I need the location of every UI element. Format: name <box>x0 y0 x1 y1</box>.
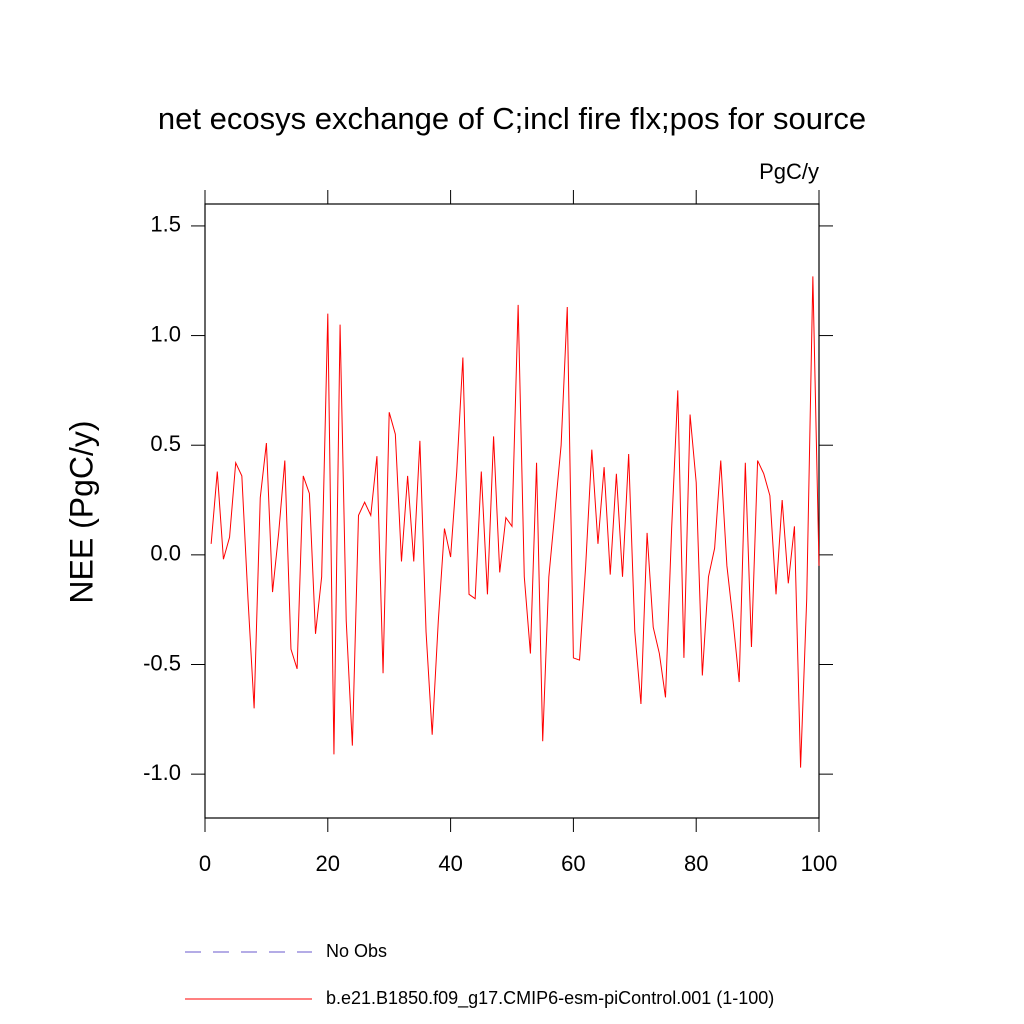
y-tick-label: -1.0 <box>143 760 181 785</box>
data-line <box>210 276 820 768</box>
x-tick-label: 80 <box>684 851 708 876</box>
x-tick-label: 40 <box>438 851 462 876</box>
y-axis-label: NEE (PgC/y) <box>63 420 99 603</box>
x-tick-label: 20 <box>316 851 340 876</box>
chart-title: net ecosys exchange of C;incl fire flx;p… <box>158 101 866 136</box>
y-tick-label: 1.0 <box>150 321 181 346</box>
legend-label: b.e21.B1850.f09_g17.CMIP6-esm-piControl.… <box>326 988 774 1009</box>
units-label: PgC/y <box>759 159 819 184</box>
x-tick-label: 60 <box>561 851 585 876</box>
legend-label: No Obs <box>326 941 387 961</box>
plot-frame <box>204 203 820 819</box>
y-tick-label: -0.5 <box>143 650 181 675</box>
y-tick-label: 1.5 <box>150 212 181 237</box>
x-tick-label: 0 <box>199 851 211 876</box>
x-tick-label: 100 <box>801 851 838 876</box>
y-tick-label: 0.5 <box>150 431 181 456</box>
y-tick-label: 0.0 <box>150 541 181 566</box>
